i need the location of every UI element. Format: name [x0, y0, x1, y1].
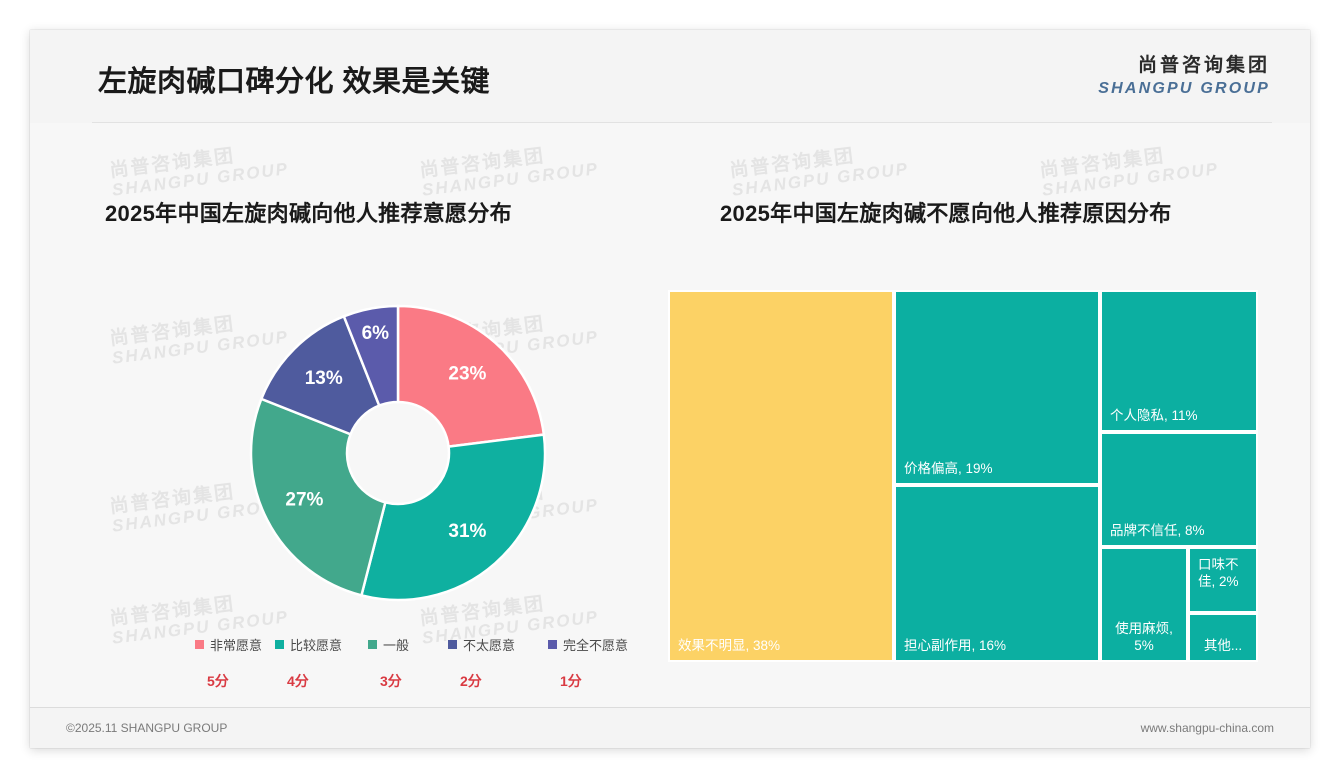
footer-divider — [30, 707, 1310, 708]
treemap-cell[interactable]: 担心副作用, 16% — [894, 485, 1100, 662]
right-chart-title: 2025年中国左旋肉碱不愿向他人推荐原因分布 — [720, 201, 1172, 226]
donut-slice[interactable] — [342, 304, 400, 408]
legend-swatch — [448, 640, 457, 649]
score-label: 3分 — [380, 673, 402, 689]
treemap-cell-label: 效果不明显, 38% — [678, 638, 781, 654]
brand-logo-en: SHANGPU GROUP — [1098, 79, 1270, 97]
slide-header: 左旋肉碱口碑分化 效果是关键 尚普咨询集团 SHANGPU GROUP — [30, 30, 1310, 123]
treemap-cell[interactable]: 品牌不信任, 8% — [1100, 432, 1258, 547]
donut-slice-label: 23% — [448, 363, 486, 384]
treemap-cell-label: 价格偏高, 19% — [904, 461, 993, 477]
slide-footer: ©2025.11 SHANGPU GROUP www.shangpu-china… — [30, 707, 1310, 748]
donut-svg: 23% 31% 27% 13% 6% — [249, 304, 547, 602]
legend-item[interactable]: 比较愿意 — [275, 635, 342, 654]
score-label: 5分 — [207, 673, 229, 689]
treemap-cell[interactable]: 其他... — [1188, 613, 1258, 662]
legend-label: 一般 — [383, 638, 410, 653]
legend-label: 完全不愿意 — [563, 638, 629, 653]
donut-score-row: 5分 4分 3分 2分 1分 — [100, 671, 660, 695]
donut-slice[interactable] — [396, 304, 546, 449]
treemap-cell-label: 品牌不信任, 8% — [1110, 523, 1205, 539]
legend-label: 非常愿意 — [210, 638, 263, 653]
reasons-treemap-chart: 效果不明显, 38% 价格偏高, 19% 担心副作用, 16% 个人隐私, 11% 品牌… — [668, 290, 1258, 662]
donut-slice-label: 13% — [305, 368, 343, 389]
legend-item[interactable]: 完全不愿意 — [548, 635, 628, 654]
legend-swatch — [368, 640, 377, 649]
treemap-cell-label: 口味不佳, 2% — [1198, 557, 1239, 589]
score-label: 1分 — [560, 673, 582, 689]
donut-slice-label: 31% — [448, 521, 486, 542]
donut-slice[interactable] — [249, 397, 387, 597]
legend-swatch — [275, 640, 284, 649]
treemap-cell-label: 个人隐私, 11% — [1110, 408, 1198, 424]
treemap-cell[interactable]: 价格偏高, 19% — [894, 290, 1100, 485]
copyright-text: ©2025.11 SHANGPU GROUP — [66, 721, 228, 735]
legend-item[interactable]: 不太愿意 — [448, 635, 515, 654]
treemap-cell[interactable]: 使用麻烦, 5% — [1100, 547, 1188, 662]
treemap-cell-label: 担心副作用, 16% — [904, 638, 1007, 654]
recommendation-donut-chart: 23% 31% 27% 13% 6% — [228, 283, 568, 623]
legend-item[interactable]: 非常愿意 — [195, 635, 262, 654]
legend-item[interactable]: 一般 — [368, 635, 409, 654]
treemap-cell-label: 使用麻烦, 5% — [1115, 621, 1173, 654]
treemap-cell[interactable]: 口味不佳, 2% — [1188, 547, 1258, 613]
legend-label: 比较愿意 — [290, 638, 343, 653]
brand-logo: 尚普咨询集团 SHANGPU GROUP — [1098, 54, 1270, 98]
score-label: 2分 — [460, 673, 482, 689]
page-title: 左旋肉碱口碑分化 效果是关键 — [98, 66, 491, 98]
donut-slice[interactable] — [359, 433, 547, 602]
brand-logo-cn: 尚普咨询集团 — [1137, 55, 1270, 76]
treemap-cell[interactable]: 个人隐私, 11% — [1100, 290, 1258, 432]
legend-swatch — [195, 640, 204, 649]
slide-body: 尚普咨询集团 SHANGPU GROUP 尚普咨询集团 SHANGPU GROUP … — [30, 123, 1310, 707]
slide-card: 左旋肉碱口碑分化 效果是关键 尚普咨询集团 SHANGPU GROUP 尚普咨询… — [30, 30, 1310, 748]
score-label: 4分 — [287, 673, 309, 689]
donut-slice-label: 6% — [362, 323, 390, 344]
left-chart-title: 2025年中国左旋肉碱向他人推荐意愿分布 — [105, 201, 512, 226]
donut-legend: 非常愿意 比较愿意 一般 不太愿意 完全不愿意 — [100, 635, 660, 661]
website-link[interactable]: www.shangpu-china.com — [1140, 721, 1274, 735]
header-divider — [92, 122, 1272, 123]
treemap-cell-label: 其他... — [1203, 638, 1243, 654]
legend-label: 不太愿意 — [463, 638, 516, 653]
legend-swatch — [548, 640, 557, 649]
donut-slice-label: 27% — [285, 490, 323, 511]
treemap-cell[interactable]: 效果不明显, 38% — [668, 290, 894, 662]
